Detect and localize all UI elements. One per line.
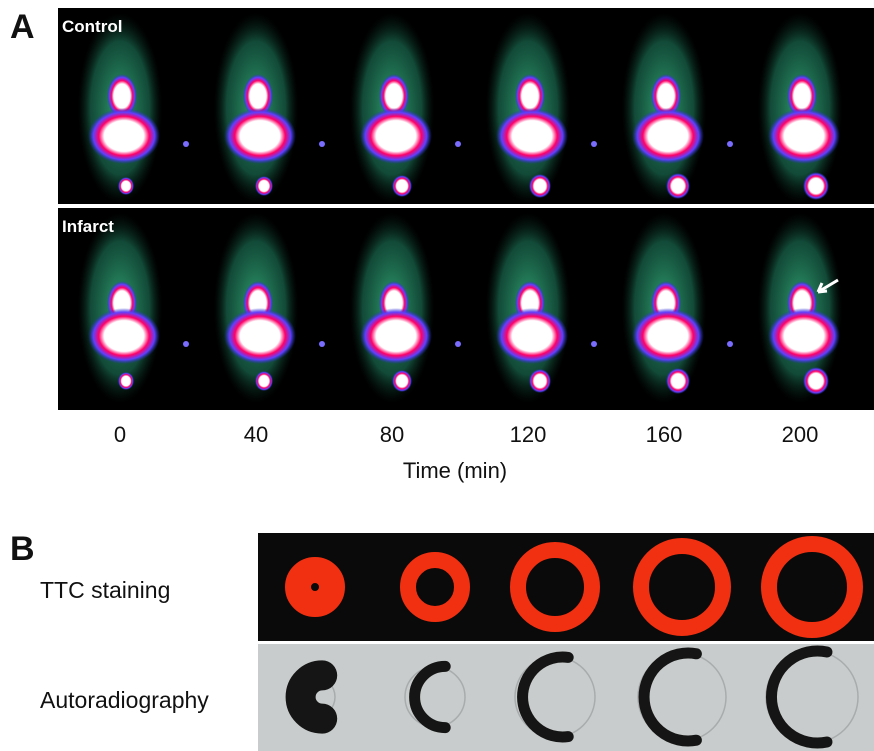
scan-body [632, 308, 704, 364]
scan-body [632, 108, 704, 164]
scan-dot [727, 341, 733, 347]
scan-body [768, 108, 840, 164]
panel-label: A [10, 8, 35, 46]
scan-bladder [392, 370, 412, 392]
scan-dot [183, 141, 189, 147]
scan-dot [727, 141, 733, 147]
scan-bladder [529, 369, 551, 393]
scan-strip [58, 8, 874, 204]
row-label: Control [62, 17, 122, 36]
scan-dot [591, 341, 597, 347]
scan-dot [319, 341, 325, 347]
time-tick-label: 80 [380, 422, 404, 447]
time-tick-label: 40 [244, 422, 268, 447]
scan-body [224, 108, 296, 164]
panel-label: B [10, 530, 35, 568]
time-tick-label: 200 [782, 422, 819, 447]
scan-body [88, 308, 160, 364]
scan-dot [319, 141, 325, 147]
scan-body [496, 108, 568, 164]
scan-bladder [803, 172, 829, 200]
time-tick-label: 0 [114, 422, 126, 447]
scan-bladder [666, 173, 690, 199]
scan-strip [58, 208, 874, 410]
scan-body [88, 108, 160, 164]
figure: A Control Infarct 0 40 80 120 160 200 Time (m… [0, 0, 874, 751]
scan-body [360, 108, 432, 164]
scan-bladder [118, 372, 134, 390]
scan-bladder [118, 177, 134, 195]
scan-dot [455, 141, 461, 147]
scan-body [360, 308, 432, 364]
row-label: Infarct [62, 217, 114, 236]
axis-label: Time (min) [403, 458, 507, 483]
time-tick-label: 120 [510, 422, 547, 447]
scan-bladder [255, 176, 273, 196]
scan-body [224, 308, 296, 364]
scan-dot [591, 141, 597, 147]
scan-dot [183, 341, 189, 347]
scan-body [496, 308, 568, 364]
scan-bladder [803, 367, 829, 395]
scan-bladder [392, 175, 412, 197]
scan-bladder [666, 368, 690, 394]
scan-bladder [529, 174, 551, 198]
row-label: TTC staining [40, 577, 170, 603]
time-tick-label: 160 [646, 422, 683, 447]
scan-dot [455, 341, 461, 347]
row-label: Autoradiography [40, 687, 209, 713]
scan-bladder [255, 371, 273, 391]
scan-body [768, 308, 840, 364]
